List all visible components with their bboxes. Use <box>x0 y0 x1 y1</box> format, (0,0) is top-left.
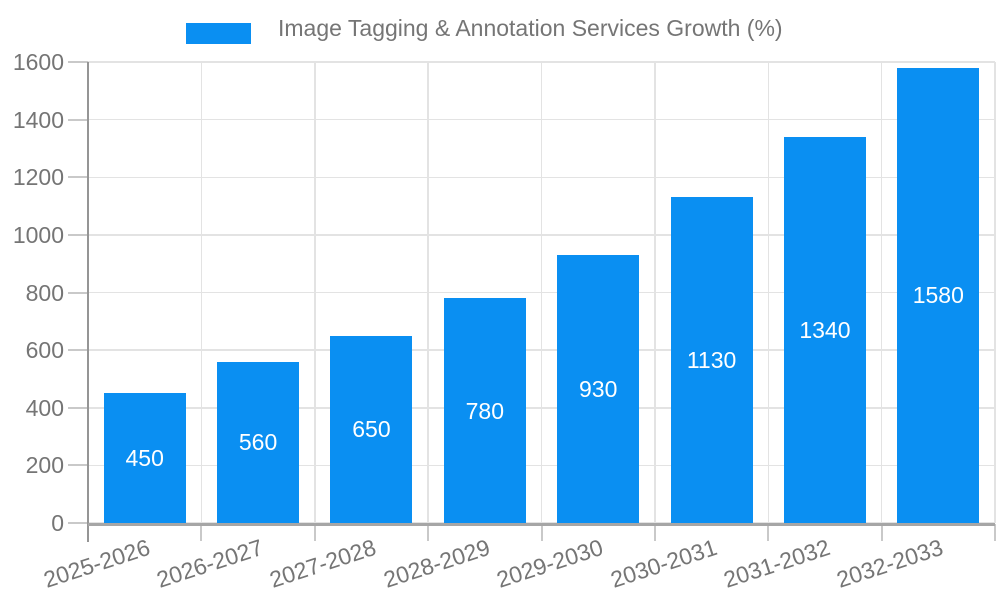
bar <box>783 136 866 523</box>
x-tick <box>994 524 996 541</box>
y-axis-tick-label: 1000 <box>12 221 64 248</box>
y-tick <box>68 406 88 409</box>
y-tick <box>68 61 88 63</box>
y-axis-tick-label: 1400 <box>12 106 64 133</box>
x-tick <box>427 524 430 541</box>
bar-value-label: 1340 <box>799 316 851 343</box>
x-tick <box>540 524 543 541</box>
y-tick <box>68 291 88 294</box>
bar <box>103 393 186 523</box>
v-gridline <box>427 62 429 523</box>
bar-value-label: 650 <box>352 416 391 443</box>
bar-value-label: 450 <box>125 445 164 472</box>
y-axis-line <box>87 62 89 542</box>
y-tick <box>68 349 88 352</box>
y-axis-tick-label: 400 <box>25 394 64 421</box>
y-tick <box>68 176 88 179</box>
x-tick <box>313 524 316 541</box>
bar-value-label: 780 <box>465 397 504 424</box>
x-tick <box>200 524 203 541</box>
y-axis-tick-label: 1200 <box>12 164 64 191</box>
x-tick <box>653 524 656 541</box>
bar <box>557 255 640 523</box>
y-axis-tick-label: 0 <box>51 510 64 536</box>
bar <box>670 197 753 523</box>
v-gridline <box>880 62 883 523</box>
bar-value-label: 560 <box>238 429 278 456</box>
y-tick <box>68 464 88 467</box>
bar-value-label: 930 <box>579 376 618 403</box>
y-axis-tick-label: 600 <box>25 337 64 364</box>
x-tick <box>767 524 770 541</box>
v-gridline <box>540 62 543 523</box>
v-gridline <box>994 62 996 523</box>
v-gridline <box>314 62 316 523</box>
y-axis-tick-label: 200 <box>25 452 64 479</box>
y-axis-tick-label: 1600 <box>12 49 64 75</box>
legend-label: Image Tagging & Annotation Services Grow… <box>278 15 783 41</box>
bar <box>897 67 980 523</box>
bar-value-label: 1580 <box>912 282 964 309</box>
legend-swatch <box>186 23 251 44</box>
bar <box>217 361 300 523</box>
x-axis-line <box>88 523 995 526</box>
y-tick <box>68 118 88 121</box>
y-axis-tick-label: 800 <box>25 279 64 306</box>
y-tick <box>68 522 88 524</box>
v-gridline <box>767 62 769 523</box>
bar-value-label: 1130 <box>686 347 737 374</box>
bar <box>443 298 526 523</box>
x-tick <box>880 524 883 541</box>
v-gridline <box>200 62 203 523</box>
bar <box>330 335 413 523</box>
v-gridline <box>654 62 656 523</box>
legend: Image Tagging & Annotation Services Grow… <box>0 0 1000 56</box>
y-tick <box>68 233 88 236</box>
